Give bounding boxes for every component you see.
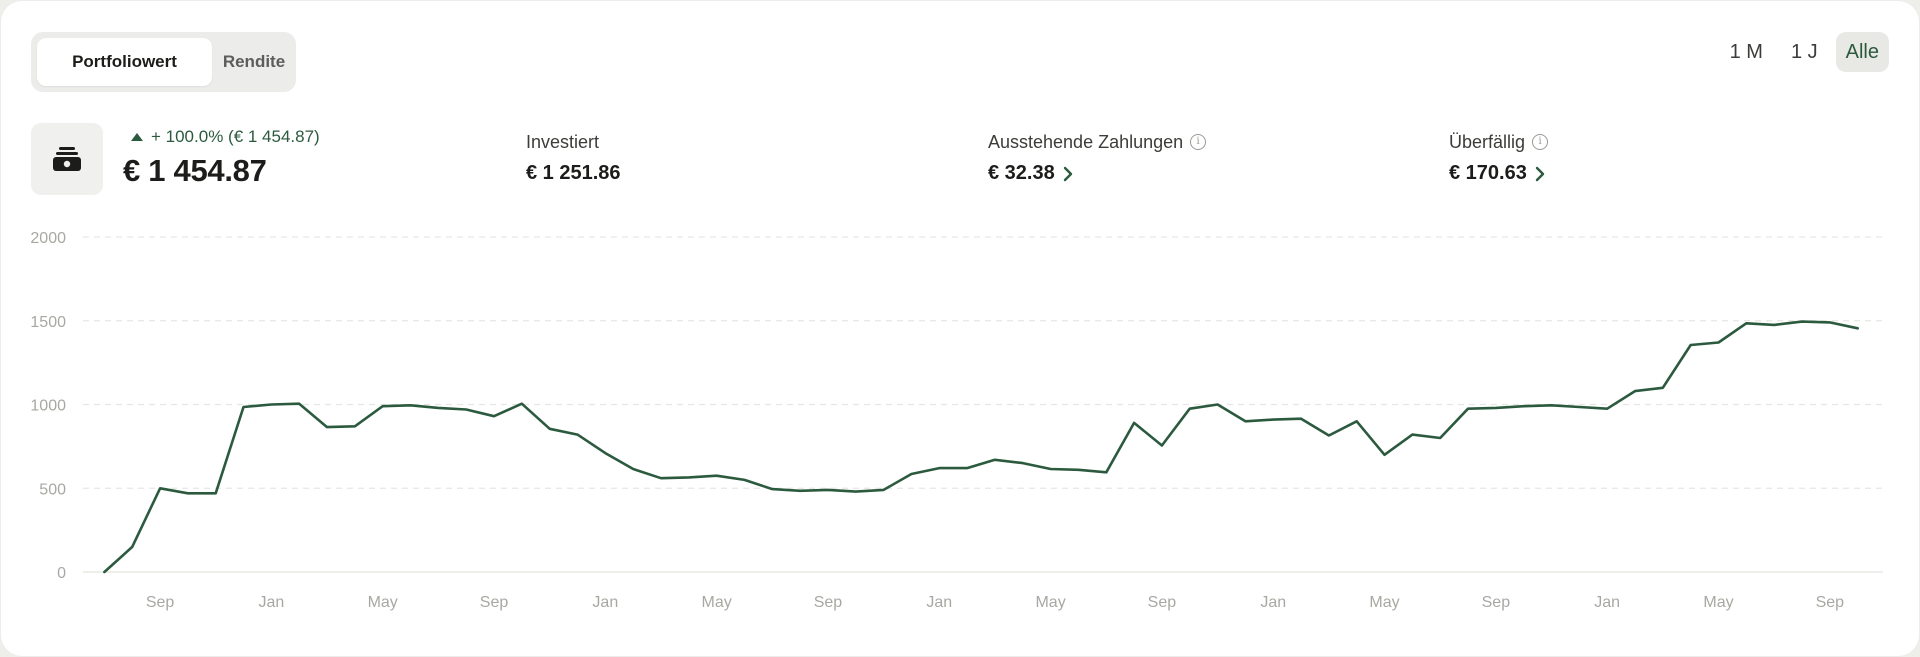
stat-invested: Investiert € 1 251.86	[526, 131, 621, 185]
y-tick-label: 500	[39, 481, 66, 498]
stat-outstanding: Ausstehende Zahlungen i € 32.38	[988, 131, 1207, 185]
stat-overdue-value: € 170.63	[1449, 162, 1527, 184]
x-tick-label: Sep	[1816, 594, 1845, 611]
stat-outstanding-label: Ausstehende Zahlungen	[988, 131, 1184, 152]
time-range-selector: 1 M 1 J Alle	[1720, 32, 1889, 72]
chevron-right-icon[interactable]	[1535, 166, 1545, 182]
x-tick-label: Sep	[480, 594, 509, 611]
x-tick-label: Jan	[926, 594, 952, 611]
portfolio-icon-box	[31, 123, 103, 195]
y-tick-label: 0	[57, 565, 66, 582]
portfolio-change-text: + 100.0% (€ 1 454.87)	[151, 127, 320, 146]
x-tick-label: May	[1369, 594, 1399, 611]
y-tick-label: 1500	[30, 314, 66, 331]
stat-overdue-label: Überfällig	[1449, 131, 1526, 152]
x-tick-label: Jan	[1260, 594, 1286, 611]
x-tick-label: Sep	[146, 594, 175, 611]
x-tick-label: Jan	[592, 594, 618, 611]
portfolio-change: + 100.0% (€ 1 454.87)	[131, 127, 320, 147]
x-tick-label: Jan	[1594, 594, 1620, 611]
view-toggle: Portfoliowert Rendite	[31, 32, 296, 92]
x-tick-label: May	[1035, 594, 1065, 611]
stat-outstanding-value: € 32.38	[988, 162, 1055, 184]
x-tick-label: Sep	[814, 594, 843, 611]
x-tick-label: Sep	[1148, 594, 1177, 611]
portfolio-value: € 1 454.87	[123, 153, 267, 188]
y-tick-label: 2000	[30, 230, 66, 247]
info-icon[interactable]: i	[1190, 134, 1207, 150]
x-tick-label: May	[702, 594, 732, 611]
triangle-up-icon	[131, 133, 143, 141]
portfolio-value-line[interactable]	[103, 320, 1859, 574]
info-icon[interactable]: i	[1532, 134, 1549, 150]
stat-overdue: Überfällig i € 170.63	[1449, 131, 1549, 185]
chevron-right-icon[interactable]	[1063, 166, 1073, 182]
range-alle-button[interactable]: Alle	[1835, 32, 1889, 72]
y-tick-label: 1000	[30, 398, 66, 415]
x-tick-label: May	[368, 594, 398, 611]
stat-invested-value: € 1 251.86	[526, 162, 621, 184]
range-1m-button[interactable]: 1 M	[1729, 40, 1763, 63]
stat-invested-label: Investiert	[526, 131, 600, 152]
x-tick-label: May	[1703, 594, 1733, 611]
range-1j-button[interactable]: 1 J	[1790, 40, 1818, 63]
tab-portfoliowert[interactable]: Portfoliowert	[37, 38, 212, 86]
tab-rendite[interactable]: Rendite	[222, 52, 286, 71]
x-tick-label: Jan	[258, 594, 284, 611]
x-tick-label: Sep	[1482, 594, 1511, 611]
cash-stack-icon	[53, 147, 81, 171]
